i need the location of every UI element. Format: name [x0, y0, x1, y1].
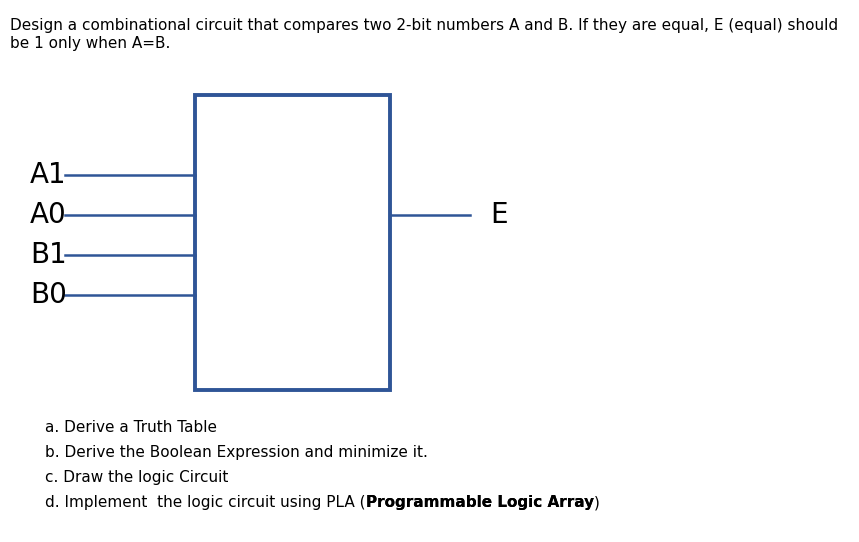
Text: Programmable Logic Array: Programmable Logic Array: [365, 495, 594, 510]
Bar: [195, 95, 390, 390]
Text: A1: A1: [30, 161, 67, 189]
Text: be 1 only when A=B.: be 1 only when A=B.: [10, 36, 170, 51]
Text: c. Draw the logic Circuit: c. Draw the logic Circuit: [45, 470, 228, 485]
Text: A0: A0: [30, 201, 67, 229]
Text: ): ): [594, 495, 600, 510]
Text: d. Implement  the logic circuit using PLA (: d. Implement the logic circuit using PLA…: [45, 495, 365, 510]
Text: B1: B1: [30, 241, 67, 269]
Text: Programmable Logic Array: Programmable Logic Array: [365, 495, 594, 510]
Text: Design a combinational circuit that compares two 2-bit numbers A and B. If they : Design a combinational circuit that comp…: [10, 18, 838, 33]
Text: B0: B0: [30, 281, 67, 309]
Text: b. Derive the Boolean Expression and minimize it.: b. Derive the Boolean Expression and min…: [45, 445, 428, 460]
Text: E: E: [490, 201, 508, 229]
Text: a. Derive a Truth Table: a. Derive a Truth Table: [45, 420, 217, 435]
